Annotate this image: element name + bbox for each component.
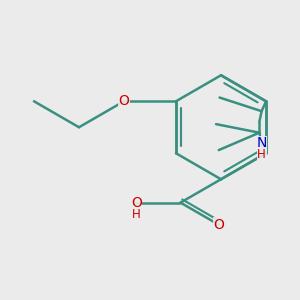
Text: O: O [131,196,142,210]
Text: H: H [257,148,266,161]
Text: O: O [118,94,129,108]
Text: N: N [256,136,267,150]
Text: O: O [213,218,224,232]
Text: H: H [132,208,141,220]
